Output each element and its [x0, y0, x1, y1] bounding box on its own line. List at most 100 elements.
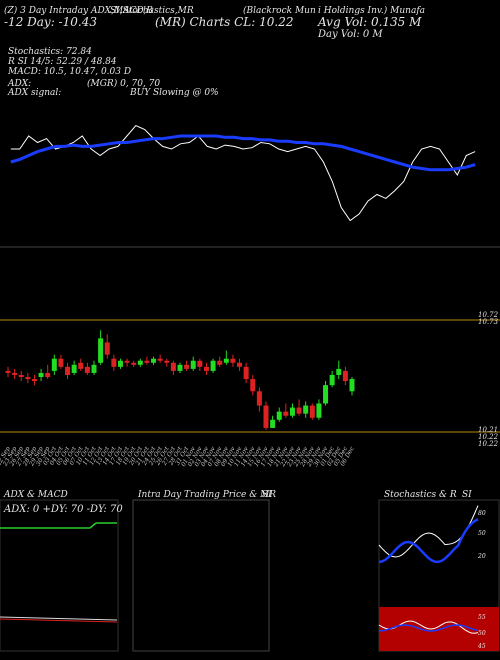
- stoch-stat: Stochastics: 72.84: [8, 47, 92, 57]
- candle-body: [137, 360, 143, 365]
- rsi-tick-45: 45: [478, 643, 486, 650]
- intraday-si: SI: [262, 490, 272, 500]
- candle-body: [223, 358, 229, 363]
- moving-average-line: [10, 134, 476, 172]
- candle-body: [51, 358, 57, 371]
- candle-body: [303, 405, 309, 414]
- grid-lines: [0, 246, 500, 433]
- stochastics-line: [10, 124, 476, 222]
- intraday-title: Intra Day Trading Price & MR: [138, 490, 277, 500]
- top-stochastics-lines: [10, 124, 476, 222]
- header-center: SI,Stochastics,MR: [110, 6, 194, 16]
- price-label-bottom-3: 10.22: [478, 440, 499, 448]
- candle-body: [283, 411, 289, 416]
- stochastics-si: SI: [462, 490, 472, 500]
- rsi-tick-55: 55: [478, 614, 486, 621]
- adx-signal-stat: ADX signal:: [8, 88, 62, 98]
- rsi-signal-line: [378, 624, 479, 632]
- candle-body: [342, 370, 348, 382]
- candle-body: [45, 372, 51, 378]
- candle-body: [329, 374, 335, 386]
- macd-line: [0, 616, 118, 621]
- price-label-bottom: 10.21: [478, 426, 499, 434]
- candle-body: [131, 362, 137, 365]
- candle-body: [336, 368, 342, 375]
- candle-body: [177, 364, 183, 371]
- adx-readout: ADX: 0 +DY: 70 -DY: 70: [4, 504, 123, 515]
- candle-body: [263, 405, 269, 428]
- candle-body: [91, 364, 97, 373]
- candle-body: [184, 364, 190, 369]
- header-right-2: i Holdings Inv.) Munafa: [318, 6, 426, 16]
- candle-body: [117, 360, 123, 367]
- avg-vol: Avg Vol: 0.135 M: [318, 15, 422, 29]
- candle-body: [217, 360, 223, 365]
- candle-body: [349, 379, 355, 392]
- day-vol: Day Vol: 0 M: [318, 29, 383, 40]
- candle-body: [203, 366, 209, 371]
- date-tick-label: 22 Sep: [0, 445, 12, 468]
- adx-macd-title: ADX & MACD: [4, 490, 68, 500]
- candle-body: [65, 366, 71, 375]
- price-label-bottom-2: 10.22: [478, 433, 499, 441]
- candle-body: [237, 362, 243, 367]
- candle-body: [270, 419, 276, 428]
- candle-body: [38, 372, 44, 378]
- candle-body: [289, 407, 295, 416]
- candle-body: [144, 360, 150, 363]
- rsi-stat: R SI 14/5: 52.29 / 48.84: [8, 57, 117, 67]
- header-right: (Blackrock Mun: [243, 6, 316, 16]
- candle-body: [323, 385, 329, 404]
- header-left-2: -12 Day: -10.43: [4, 15, 97, 29]
- buy-stat: BUY Slowing @ 0%: [130, 88, 219, 98]
- stochastics-title: Stochastics & R: [384, 490, 457, 500]
- candle-body: [164, 360, 170, 363]
- stoch-tick-80: 80: [478, 510, 486, 517]
- candle-body: [197, 360, 203, 367]
- macd-signal-line: [0, 618, 118, 623]
- candle-body: [296, 407, 302, 414]
- macd-stat: MACD: 10.5, 10.47, 0.03 D: [8, 67, 132, 77]
- candle-body: [71, 364, 77, 373]
- candle-body: [190, 360, 196, 369]
- candle-body: [250, 379, 256, 392]
- stoch-tick-50: 50: [478, 530, 486, 537]
- adx-stat: ADX:: [8, 79, 32, 89]
- candle-body: [157, 358, 163, 361]
- candle-body: [124, 360, 130, 363]
- candle-body: [243, 366, 249, 380]
- intraday-panel: [132, 499, 270, 652]
- header-left: (Z) 3 Day Intraday ADX,MACD,B: [4, 6, 153, 16]
- candle-body: [84, 366, 90, 373]
- adx-step-line: [89, 522, 97, 529]
- candle-body: [25, 377, 31, 380]
- candle-body: [58, 358, 64, 367]
- candle-body: [170, 362, 176, 371]
- candle-body: [111, 358, 117, 367]
- candle-body: [98, 338, 104, 363]
- candle-body: [316, 403, 322, 418]
- stochastics-panel: [378, 499, 500, 652]
- candle-body: [31, 379, 37, 382]
- candle-body: [5, 370, 11, 373]
- price-label-top-2: 10.73: [478, 318, 499, 326]
- candle-body: [12, 372, 18, 375]
- candle-body: [276, 411, 282, 420]
- candle-body: [151, 358, 157, 363]
- candlestick-series: [5, 330, 355, 430]
- stoch-d-line: [378, 518, 479, 564]
- candle-body: [230, 358, 236, 363]
- price-label-top: 10.72: [478, 311, 499, 319]
- adx-macd-panel: [0, 499, 119, 652]
- candle-body: [104, 342, 110, 355]
- candle-body: [210, 360, 216, 371]
- header-center-2: (MR) Charts CL: 10.22: [155, 15, 294, 29]
- mgr-stat: (MGR) 0, 70, 70: [87, 79, 161, 89]
- rsi-tick-50: 50: [478, 630, 486, 637]
- candle-body: [18, 374, 24, 378]
- candle-body: [78, 362, 84, 369]
- candle-body: [256, 391, 262, 406]
- stoch-tick-20: 20: [478, 553, 486, 560]
